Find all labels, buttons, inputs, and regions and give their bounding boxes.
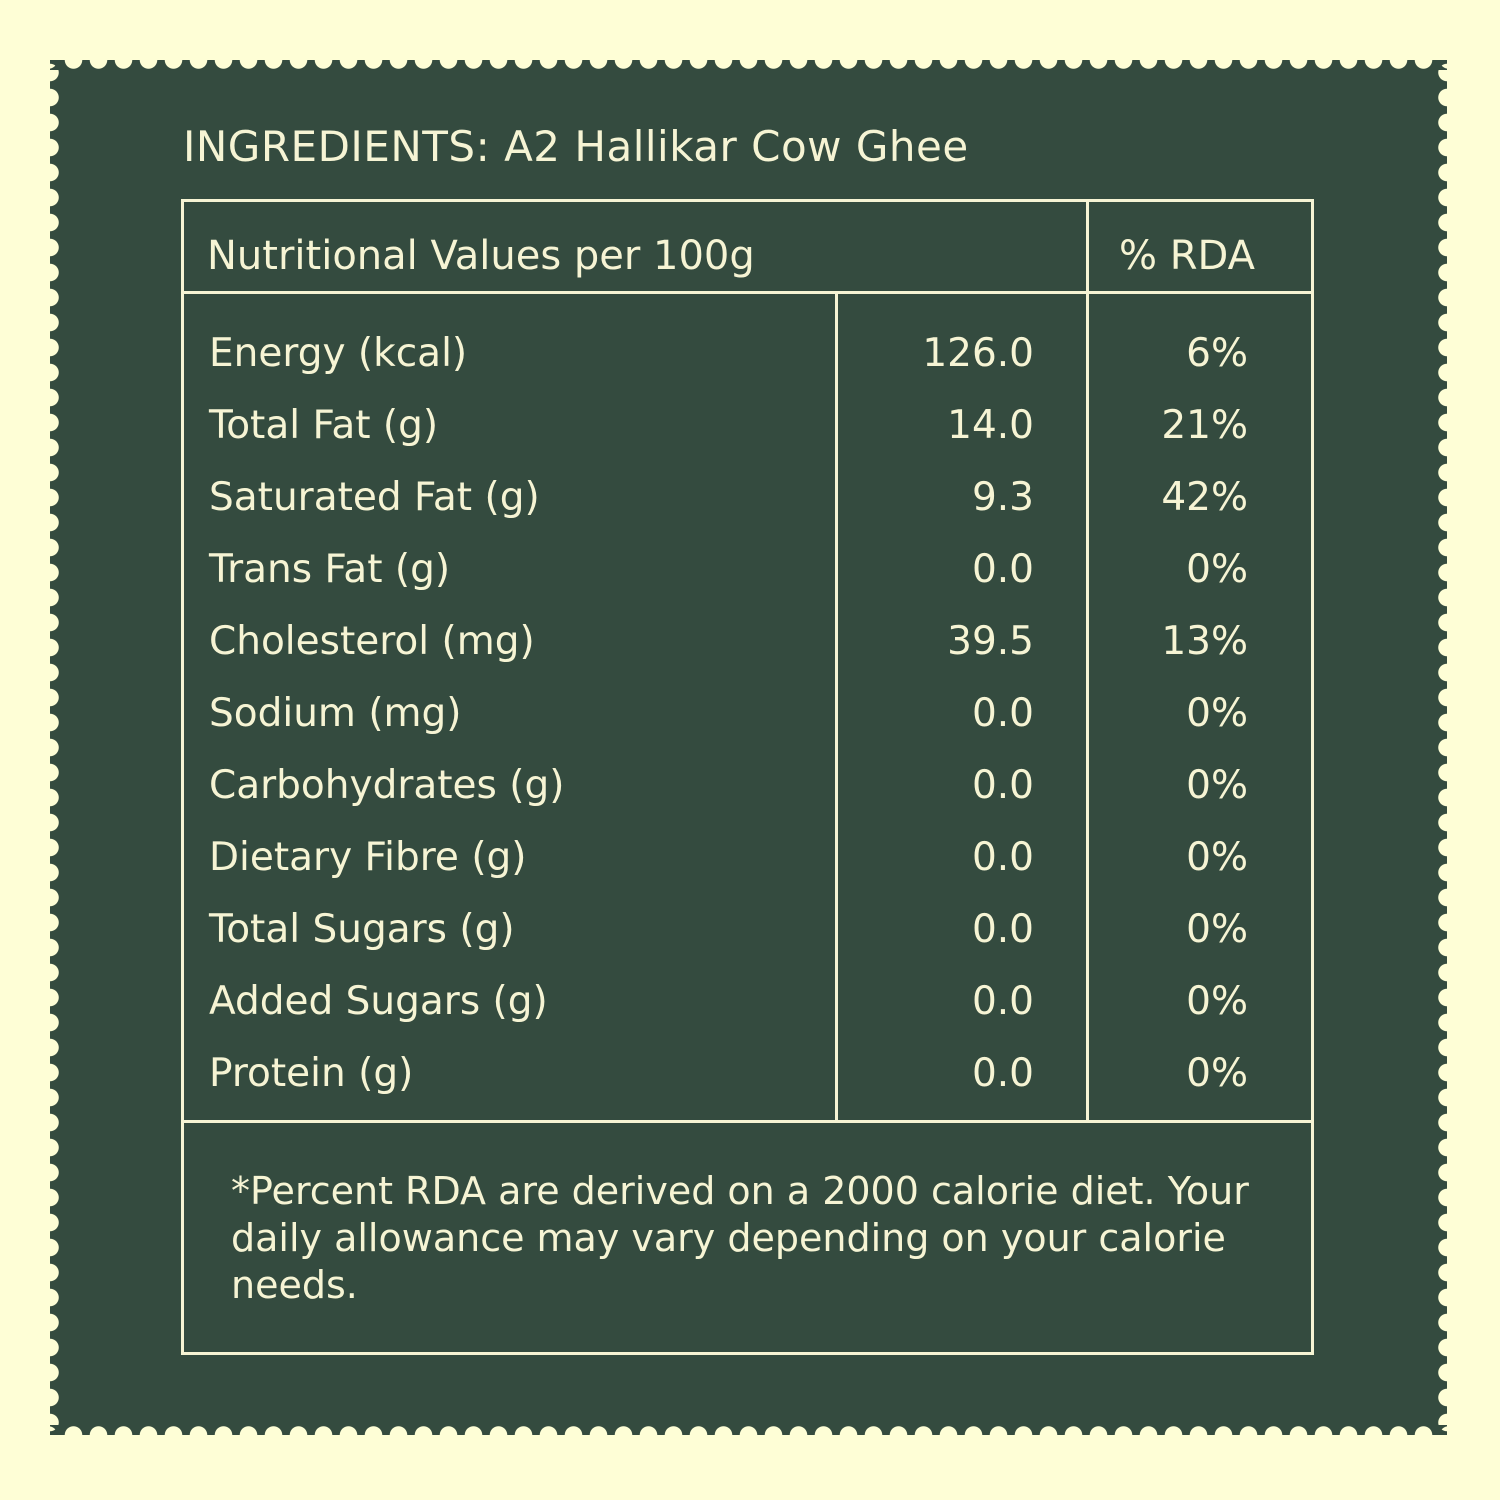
nutrient-rda: 0% [1186, 907, 1248, 952]
nutrient-value: 0.0 [971, 979, 1034, 1024]
nutrient-value: 0.0 [971, 907, 1034, 952]
nutrient-name: Dietary Fibre (g) [209, 835, 527, 880]
nutrient-name: Trans Fat (g) [209, 547, 451, 592]
table-row: Trans Fat (g) 0.0 0% [184, 547, 1311, 619]
nutrient-value: 126.0 [922, 331, 1034, 376]
table-row: Added Sugars (g) 0.0 0% [184, 979, 1311, 1051]
value-column-divider [835, 291, 838, 1120]
nutrient-rda: 42% [1161, 475, 1248, 520]
table-row: Sodium (mg) 0.0 0% [184, 691, 1311, 763]
header-divider [184, 291, 1311, 294]
nutrient-name: Total Fat (g) [209, 403, 439, 448]
nutrient-value: 0.0 [971, 691, 1034, 736]
table-row: Carbohydrates (g) 0.0 0% [184, 763, 1311, 835]
stamp-panel [50, 60, 1447, 1435]
nutrient-rda: 6% [1186, 331, 1248, 376]
nutrient-value: 0.0 [971, 763, 1034, 808]
nutrient-rda: 0% [1186, 1051, 1248, 1096]
nutrient-rda: 0% [1186, 763, 1248, 808]
nutrient-name: Carbohydrates (g) [209, 763, 565, 808]
nutrient-name: Added Sugars (g) [209, 979, 548, 1024]
table-row: Protein (g) 0.0 0% [184, 1051, 1311, 1123]
nutrient-value: 0.0 [971, 547, 1034, 592]
nutrient-name: Total Sugars (g) [209, 907, 515, 952]
nutrient-value: 0.0 [971, 1051, 1034, 1096]
nutrient-name: Energy (kcal) [209, 331, 468, 376]
rda-footnote: *Percent RDA are derived on a 2000 calor… [231, 1169, 1249, 1307]
nutrient-name: Sodium (mg) [209, 691, 462, 736]
table-row: Energy (kcal) 126.0 6% [184, 331, 1311, 403]
table-row: Total Sugars (g) 0.0 0% [184, 907, 1311, 979]
nutrient-rda: 0% [1186, 547, 1248, 592]
header-rda: % RDA [1119, 233, 1255, 279]
nutrient-rda: 0% [1186, 691, 1248, 736]
nutrient-value: 0.0 [971, 835, 1034, 880]
nutrient-name: Protein (g) [209, 1051, 414, 1096]
nutrient-rda: 0% [1186, 979, 1248, 1024]
table-row: Cholesterol (mg) 39.5 13% [184, 619, 1311, 691]
table-row: Saturated Fat (g) 9.3 42% [184, 475, 1311, 547]
nutrient-value: 14.0 [947, 403, 1034, 448]
footnote-divider [184, 1120, 1311, 1123]
nutrient-value: 9.3 [971, 475, 1034, 520]
nutrient-rda: 13% [1161, 619, 1248, 664]
nutrient-rda: 21% [1161, 403, 1248, 448]
rda-column-divider [1086, 202, 1089, 1120]
nutrition-table: Nutritional Values per 100g % RDA Energy… [181, 199, 1314, 1355]
header-nutritional-values: Nutritional Values per 100g [207, 233, 755, 279]
nutrient-name: Saturated Fat (g) [209, 475, 540, 520]
ingredients-heading: INGREDIENTS: A2 Hallikar Cow Ghee [183, 122, 969, 171]
nutrient-rda: 0% [1186, 835, 1248, 880]
table-row: Total Fat (g) 14.0 21% [184, 403, 1311, 475]
table-row: Dietary Fibre (g) 0.0 0% [184, 835, 1311, 907]
nutrient-name: Cholesterol (mg) [209, 619, 535, 664]
nutrient-value: 39.5 [947, 619, 1034, 664]
